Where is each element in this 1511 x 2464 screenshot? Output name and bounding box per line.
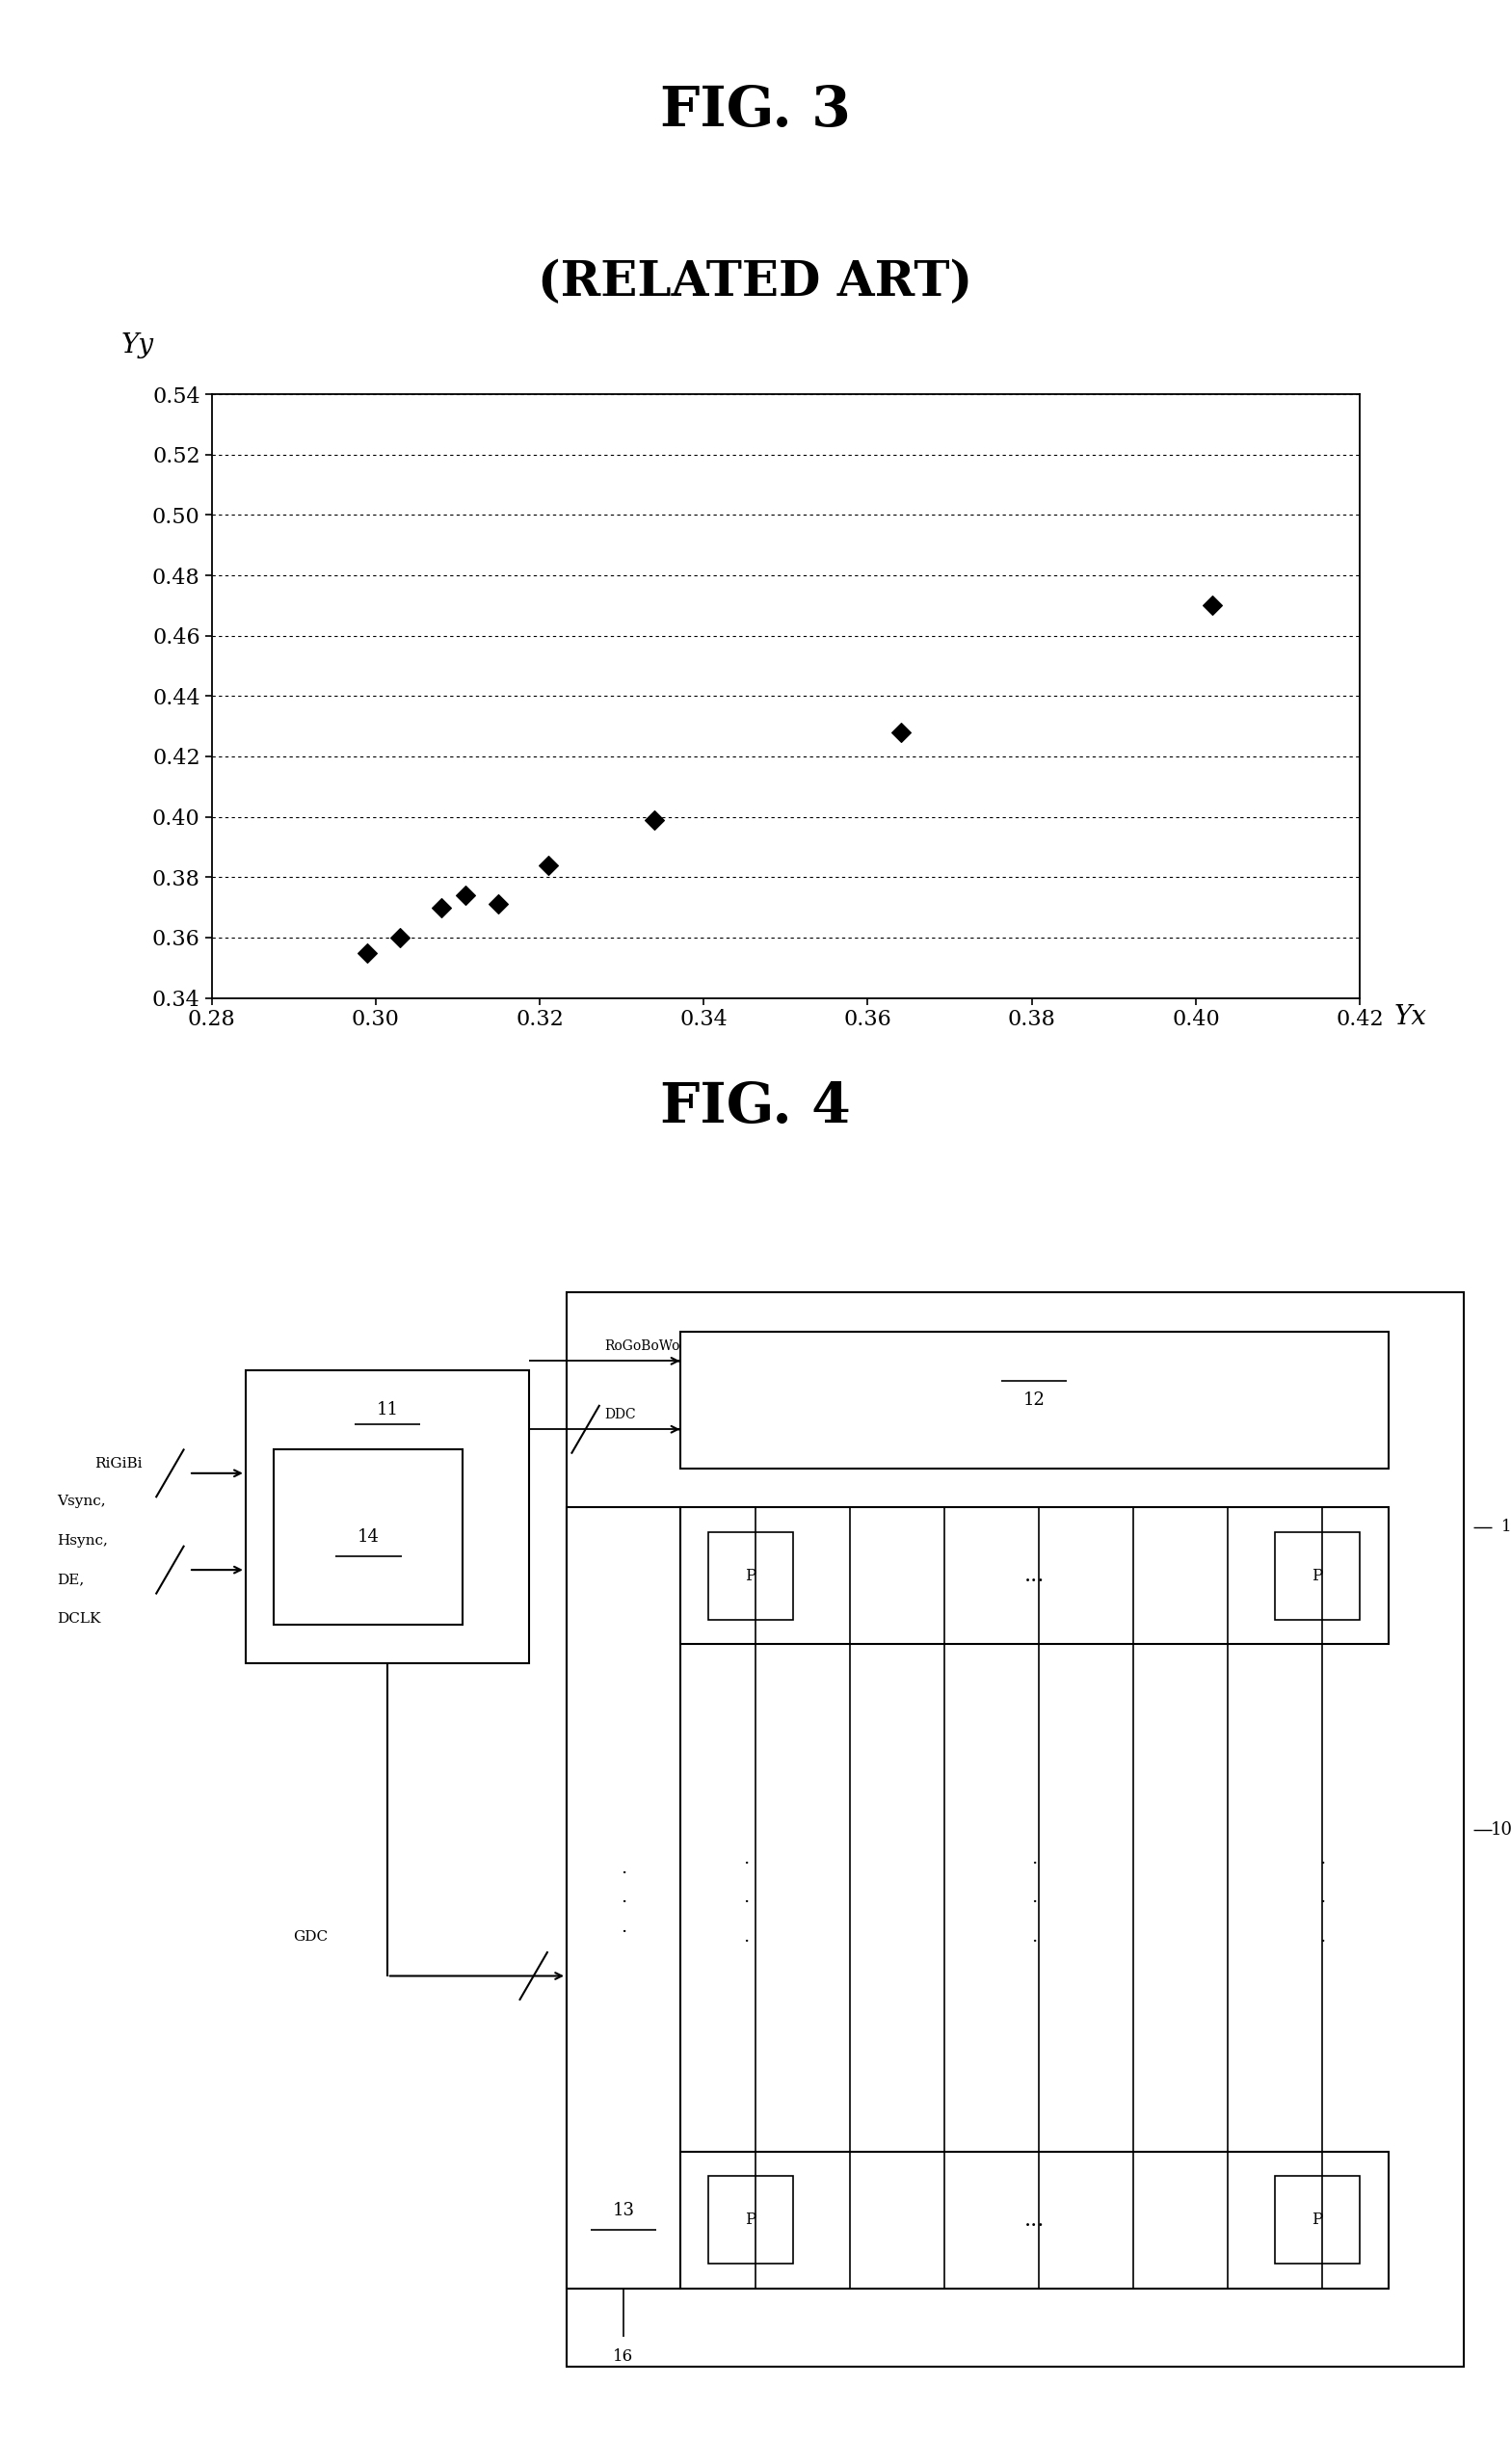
Text: DE,: DE,: [57, 1572, 85, 1587]
Text: 10: 10: [1490, 1821, 1511, 1838]
Bar: [680, 1508, 1389, 1643]
Text: .: .: [1319, 1929, 1325, 1947]
Text: P: P: [745, 1567, 756, 1584]
Bar: [680, 2151, 1389, 2289]
Point: [487, 885, 511, 924]
Text: .: .: [1319, 1890, 1325, 1907]
Text: FIG. 3: FIG. 3: [660, 84, 851, 138]
Text: .: .: [743, 1890, 749, 1907]
Text: 15: 15: [1502, 1518, 1511, 1535]
Point: [888, 712, 913, 752]
Text: .: .: [1031, 1890, 1037, 1907]
Text: Vsync,: Vsync,: [57, 1496, 106, 1508]
Point: [453, 875, 477, 914]
Bar: [567, 1294, 1464, 2365]
Text: P: P: [1312, 1567, 1322, 1584]
Bar: [1275, 1533, 1360, 1619]
Text: .: .: [743, 1929, 749, 1947]
Text: (RELATED ART): (RELATED ART): [538, 259, 973, 308]
Bar: [1275, 2176, 1360, 2264]
Bar: [680, 1331, 1389, 1469]
Text: 16: 16: [613, 2348, 633, 2365]
Text: Yx: Yx: [1395, 1003, 1426, 1030]
Text: 11: 11: [376, 1402, 399, 1419]
Text: ...: ...: [1024, 2210, 1044, 2230]
Text: FIG. 4: FIG. 4: [660, 1082, 851, 1133]
Text: 12: 12: [1023, 1392, 1046, 1409]
Point: [642, 801, 666, 840]
Text: DDC: DDC: [604, 1407, 636, 1422]
Text: 14: 14: [357, 1528, 379, 1545]
Text: Hsync,: Hsync,: [57, 1535, 107, 1547]
Point: [429, 887, 453, 926]
Bar: [273, 1449, 462, 1624]
Text: 13: 13: [612, 2200, 635, 2220]
Bar: [709, 1533, 793, 1619]
Text: P: P: [745, 2213, 756, 2227]
Point: [536, 845, 561, 885]
Text: .: .: [621, 1890, 626, 1907]
Text: .: .: [621, 1860, 626, 1878]
Text: RoGoBoWo: RoGoBoWo: [604, 1340, 680, 1353]
Point: [388, 919, 413, 958]
Bar: [709, 2176, 793, 2264]
Text: .: .: [1031, 1850, 1037, 1868]
Bar: [245, 1370, 529, 1663]
Text: .: .: [743, 1850, 749, 1868]
Point: [1200, 586, 1224, 626]
Text: .: .: [1031, 1929, 1037, 1947]
Text: RiGiBi: RiGiBi: [94, 1456, 142, 1471]
Text: ...: ...: [1024, 1565, 1044, 1587]
Text: GDC: GDC: [293, 1929, 328, 1944]
Text: .: .: [1319, 1850, 1325, 1868]
Bar: [567, 1508, 680, 2289]
Text: P: P: [1312, 2213, 1322, 2227]
Text: Yy: Yy: [121, 333, 154, 357]
Text: DCLK: DCLK: [57, 1611, 100, 1626]
Text: .: .: [621, 1919, 626, 1937]
Point: [355, 934, 379, 973]
